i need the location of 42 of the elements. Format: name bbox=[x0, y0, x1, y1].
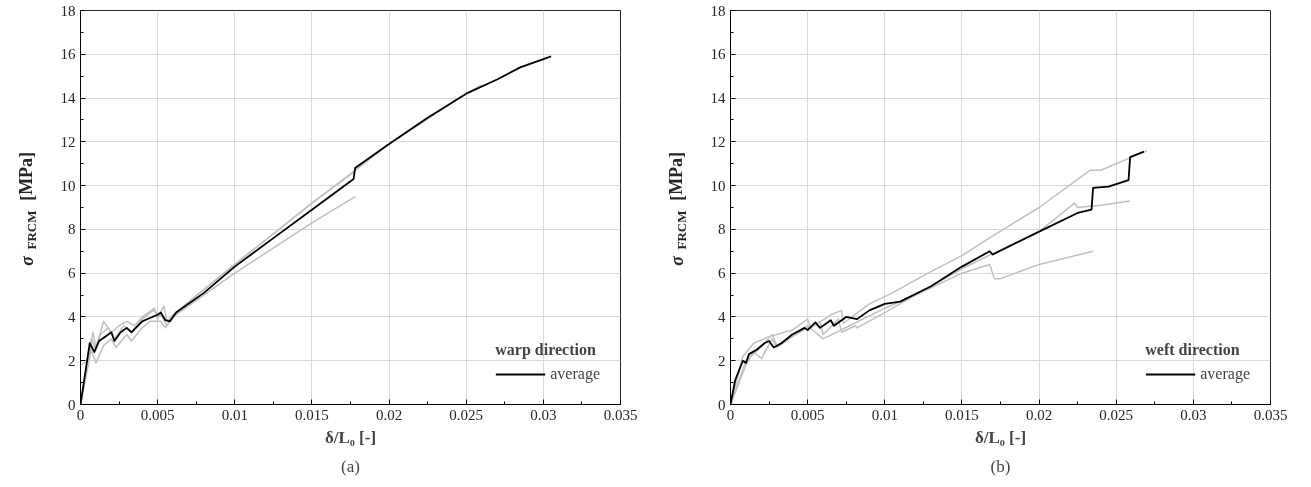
y-tick-label: 8 bbox=[68, 221, 76, 238]
x-tick-label: 0.005 bbox=[790, 406, 825, 423]
legend-title: warp direction bbox=[495, 341, 597, 359]
y-tick-label: 18 bbox=[60, 2, 76, 19]
x-tick-label: 0.03 bbox=[530, 406, 557, 423]
y-tick-label: 14 bbox=[710, 90, 726, 107]
y-tick-label: 6 bbox=[68, 265, 76, 282]
y-tick-label: 4 bbox=[718, 308, 726, 325]
y-tick-label: 2 bbox=[718, 352, 726, 369]
text: (a) bbox=[341, 456, 360, 476]
y-tick-label: 18 bbox=[710, 2, 726, 19]
y-tick-label: 4 bbox=[68, 308, 76, 325]
y-tick-label: 16 bbox=[60, 46, 76, 63]
y-axis-title: σFRCM [MPa] bbox=[666, 151, 689, 266]
y-tick-label: 8 bbox=[718, 221, 726, 238]
x-tick-label: 0.015 bbox=[945, 406, 979, 423]
x-tick-label: 0.005 bbox=[140, 406, 175, 423]
y-axis-title: σFRCM [MPa] bbox=[16, 151, 39, 266]
y-tick-label: 6 bbox=[718, 265, 726, 282]
x-tick-label: 0.035 bbox=[1253, 406, 1288, 423]
y-tick-label: 16 bbox=[710, 46, 726, 63]
y-tick-label: 12 bbox=[60, 133, 76, 150]
x-tick-label: 0.02 bbox=[375, 406, 403, 423]
x-tick-label: 0.03 bbox=[1180, 406, 1207, 423]
x-tick-label: 0.025 bbox=[1099, 406, 1134, 423]
legend-label: average bbox=[550, 365, 600, 383]
x-tick-label: 0.015 bbox=[295, 406, 329, 423]
text: (b) bbox=[990, 456, 1011, 476]
x-axis-title: δ/L₀ [-] bbox=[974, 427, 1027, 447]
y-tick-label: 10 bbox=[710, 177, 726, 194]
x-tick-label: 0.02 bbox=[1025, 406, 1053, 423]
legend-title: weft direction bbox=[1145, 341, 1241, 359]
y-tick-label: 12 bbox=[710, 133, 726, 150]
x-tick-label: 0.025 bbox=[449, 406, 484, 423]
x-axis-title: δ/L₀ [-] bbox=[324, 427, 377, 447]
y-tick-label: 14 bbox=[60, 90, 76, 107]
x-tick-label: 0.035 bbox=[603, 406, 638, 423]
y-tick-label: 10 bbox=[60, 177, 76, 194]
x-tick-label: 0.01 bbox=[871, 406, 898, 423]
legend-label: average bbox=[1200, 365, 1250, 383]
x-tick-label: 0.01 bbox=[221, 406, 248, 423]
y-tick-label: 2 bbox=[68, 352, 76, 369]
